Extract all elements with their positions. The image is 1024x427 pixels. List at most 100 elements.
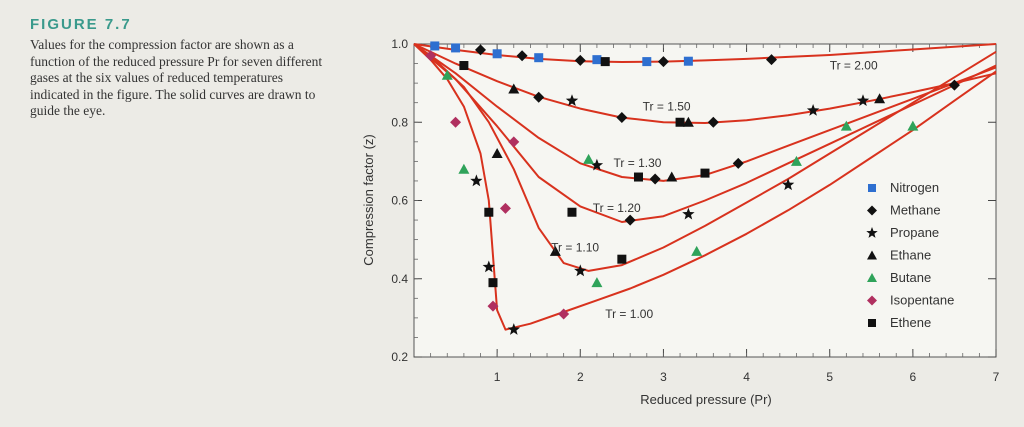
curve-label: Tr = 1.50: [643, 100, 691, 114]
x-tick-label: 6: [910, 370, 917, 384]
point-butane: [840, 120, 852, 131]
point-propane: [590, 158, 604, 171]
point-methane: [649, 173, 661, 185]
point-methane: [657, 56, 669, 68]
point-ethene: [617, 254, 627, 264]
x-tick-label: 2: [577, 370, 584, 384]
point-propane: [682, 207, 695, 220]
point-ethene: [633, 172, 643, 182]
point-isopentane: [558, 308, 570, 320]
legend-label-ethene: Ethene: [890, 315, 931, 330]
point-butane: [591, 277, 603, 288]
curve-100: [413, 43, 997, 331]
curves: [413, 43, 997, 331]
curve-150: [413, 43, 997, 124]
point-methane: [707, 116, 719, 128]
point-ethene: [484, 207, 494, 217]
legend-marker-ethene: [868, 319, 876, 327]
point-methane: [533, 91, 545, 103]
point-ethene: [459, 61, 469, 71]
point-nitrogen: [430, 41, 440, 51]
data-points: [425, 41, 960, 335]
y-tick-label: 0.6: [391, 194, 408, 208]
point-propane: [470, 174, 483, 187]
point-nitrogen: [451, 43, 461, 53]
point-methane: [766, 54, 778, 66]
x-tick-label: 1: [494, 370, 501, 384]
point-isopentane: [499, 202, 511, 214]
point-propane: [565, 94, 579, 106]
legend-label-methane: Methane: [890, 203, 941, 218]
legend-marker-propane: [866, 227, 878, 238]
x-tick-label: 3: [660, 370, 667, 384]
point-butane: [790, 155, 802, 166]
y-tick-label: 0.4: [391, 272, 408, 286]
legend: Nitrogen Methane Propane Ethane Butane Isopen…: [866, 180, 954, 330]
point-nitrogen: [492, 49, 502, 59]
legend-label-propane: Propane: [890, 225, 939, 240]
y-tick-label: 0.8: [391, 115, 408, 129]
y-tick-label: 0.2: [391, 350, 408, 364]
curve-label: Tr = 1.20: [593, 201, 641, 215]
curve-label: Tr = 1.30: [614, 156, 662, 170]
point-ethane: [508, 83, 520, 94]
tick-marks: [414, 43, 997, 358]
point-ethane: [682, 116, 694, 127]
point-methane: [574, 54, 586, 66]
legend-marker-butane: [867, 273, 877, 282]
point-ethane: [549, 245, 561, 256]
point-methane: [624, 214, 636, 226]
point-nitrogen: [683, 56, 693, 66]
point-butane: [458, 163, 470, 174]
point-butane: [691, 245, 703, 256]
point-nitrogen: [642, 57, 652, 67]
legend-label-ethane: Ethane: [890, 248, 931, 263]
point-ethane: [874, 93, 886, 104]
point-butane: [907, 120, 919, 131]
x-tick-label: 4: [743, 370, 750, 384]
point-propane: [574, 264, 587, 277]
curve-labels: Tr = 2.00 Tr = 1.50 Tr = 1.30 Tr = 1.20 Tr =…: [551, 58, 878, 320]
y-axis-label: Compression factor (z): [361, 134, 376, 265]
point-ethane: [666, 171, 678, 182]
tick-labels: 1 2 3 4 5 6 7 0.2 0.4 0.6 0.8 1.0: [391, 37, 999, 384]
legend-marker-methane: [867, 205, 877, 216]
legend-label-isopentane: Isopentane: [890, 293, 954, 308]
point-ethane: [491, 148, 503, 159]
point-methane: [616, 112, 628, 124]
point-propane: [482, 260, 495, 273]
figure-label: FIGURE 7.7: [30, 16, 132, 33]
point-nitrogen: [592, 55, 602, 65]
x-axis-label: Reduced pressure (Pr): [640, 392, 772, 407]
point-propane: [507, 323, 520, 335]
point-propane: [856, 94, 870, 106]
point-isopentane: [487, 300, 499, 312]
point-propane: [806, 104, 820, 116]
point-isopentane: [425, 50, 437, 62]
figure-caption: Values for the compression factor are sh…: [30, 37, 323, 118]
y-tick-label: 1.0: [391, 37, 408, 51]
point-nitrogen: [534, 53, 544, 63]
point-ethene: [600, 57, 610, 67]
curve-200: [413, 43, 997, 63]
point-methane: [732, 157, 744, 169]
point-ethene: [567, 207, 577, 217]
curve-label: Tr = 1.10: [551, 240, 599, 254]
curve-label: Tr = 2.00: [830, 58, 878, 72]
legend-marker-isopentane: [867, 295, 877, 306]
point-ethene: [675, 117, 685, 127]
point-ethene: [488, 278, 498, 288]
point-butane: [583, 153, 595, 164]
point-ethene: [700, 168, 710, 178]
point-methane: [475, 44, 487, 56]
point-methane: [516, 50, 528, 62]
legend-label-butane: Butane: [890, 270, 931, 285]
point-isopentane: [508, 136, 520, 148]
x-tick-label: 7: [993, 370, 1000, 384]
x-tick-label: 5: [826, 370, 833, 384]
point-methane: [948, 79, 960, 91]
point-propane: [782, 178, 795, 191]
point-isopentane: [450, 116, 462, 128]
legend-marker-ethane: [867, 250, 877, 260]
